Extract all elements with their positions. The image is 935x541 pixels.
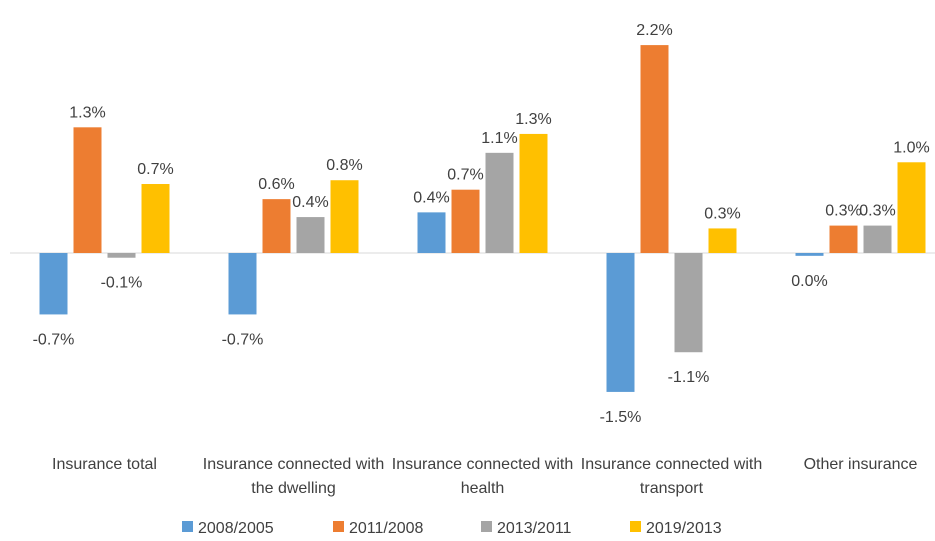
bar (451, 189, 480, 253)
bar (107, 253, 136, 258)
bar (829, 225, 858, 253)
bar (228, 253, 257, 315)
bar (330, 180, 359, 253)
x-tick-label: Other insurance (803, 456, 918, 473)
data-label: 0.8% (326, 157, 362, 174)
bar (296, 217, 325, 253)
bar (73, 127, 102, 253)
bar (795, 253, 824, 256)
data-label: -0.7% (222, 331, 264, 348)
data-label: 0.6% (258, 176, 294, 193)
x-tick-label: Insurance connected with transport (580, 456, 763, 497)
legend-label: 2013/2011 (497, 520, 572, 537)
data-label: -0.7% (33, 331, 75, 348)
data-label: 1.1% (481, 130, 517, 147)
bar (417, 212, 446, 253)
data-label: 0.4% (413, 189, 449, 206)
data-label: 0.4% (292, 194, 328, 211)
data-label: 0.3% (825, 203, 861, 220)
bar (640, 45, 669, 253)
data-label: 0.3% (704, 205, 740, 222)
data-label: 1.3% (69, 104, 105, 121)
bar (262, 199, 291, 253)
data-label: -1.5% (600, 409, 642, 426)
bar (863, 225, 892, 253)
legend-label: 2011/2008 (349, 520, 424, 537)
legend-swatch (333, 521, 344, 532)
x-tick-label: Insurance connected with health (391, 456, 574, 497)
bar (519, 133, 548, 253)
x-tick-label: Insurance connected with the dwelling (202, 456, 385, 497)
legend-label: 2008/2005 (198, 520, 274, 537)
bar (606, 253, 635, 392)
data-label: -1.1% (668, 369, 710, 386)
x-tick-label: Insurance total (52, 456, 157, 473)
data-label: 0.0% (791, 273, 827, 290)
legend-swatch (182, 521, 193, 532)
bar (708, 228, 737, 253)
legend-swatch (481, 521, 492, 532)
data-label: 2.2% (636, 22, 672, 39)
bar (39, 253, 68, 315)
bar (485, 152, 514, 253)
bar (897, 162, 926, 253)
data-label: 0.3% (859, 203, 895, 220)
data-label: -0.1% (101, 275, 143, 292)
bar (674, 253, 703, 353)
data-label: 0.7% (447, 167, 483, 184)
bar (141, 184, 170, 253)
data-label: 1.3% (515, 111, 551, 128)
legend-label: 2019/2013 (646, 520, 722, 537)
legend-swatch (630, 521, 641, 532)
data-label: 0.7% (137, 161, 173, 178)
data-label: 1.0% (893, 139, 929, 156)
